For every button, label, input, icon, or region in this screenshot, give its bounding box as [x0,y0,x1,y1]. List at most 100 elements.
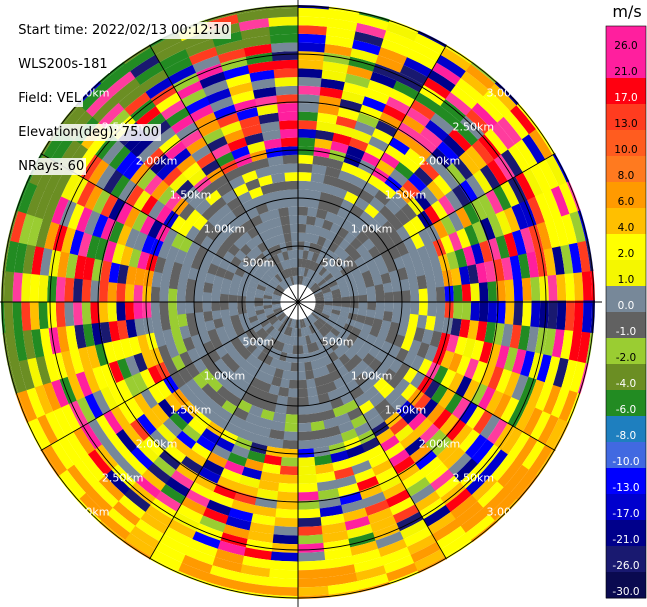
velocity-gate [228,414,246,429]
velocity-gate [333,271,344,281]
velocity-gate [47,275,58,304]
velocity-gate [409,99,436,120]
velocity-gate [117,264,129,285]
velocity-gate [348,137,369,152]
velocity-gate [107,302,118,323]
velocity-gate [116,224,132,247]
velocity-gate [220,224,235,239]
velocity-gate [231,444,251,459]
velocity-gate [410,354,425,372]
velocity-gate [130,482,157,506]
velocity-gate [289,371,299,381]
velocity-gate [177,276,188,291]
colorbar-swatch [606,546,646,573]
velocity-gate [347,260,359,272]
velocity-gate [347,332,359,343]
velocity-gate [88,418,110,446]
colorbar-tick-label: 26.0 [614,40,637,52]
velocity-gate [276,395,289,406]
velocity-gate [408,313,419,328]
colorbar-swatch [606,572,646,599]
velocity-gate [536,220,552,250]
velocity-gate [117,320,129,341]
velocity-gate [163,228,178,247]
velocity-gate [343,507,369,522]
velocity-gate [418,159,440,181]
velocity-gate [410,370,426,389]
velocity-gate [510,202,529,230]
velocity-gate [453,301,463,320]
velocity-gate [188,394,206,412]
colorbar-tick-label: -10.0 [612,456,639,468]
velocity-gate [413,91,441,113]
velocity-gate [419,126,443,148]
velocity-gate [503,463,530,493]
velocity-gate [245,266,256,277]
velocity-gate [577,330,591,364]
velocity-gate [424,344,439,362]
colorbar-tick-label: -4.0 [616,378,637,390]
velocity-gate [335,319,346,329]
velocity-gate [206,136,228,153]
colorbar-swatch [606,468,646,495]
velocity-gate [55,276,66,304]
velocity-gate [477,385,497,411]
velocity-gate [340,327,351,338]
velocity-gate [259,183,275,196]
velocity-gate [209,565,242,582]
velocity-gate [190,144,212,163]
colorbar-tick-label: -8.0 [616,430,637,442]
velocity-gate [151,271,163,289]
velocity-gate [250,275,261,285]
velocity-gate [297,154,314,165]
velocity-gate [509,254,522,280]
velocity-gate [394,208,411,226]
velocity-gate [230,90,255,105]
velocity-gate [228,507,255,523]
velocity-gate [306,207,318,218]
velocity-gate [297,215,308,225]
velocity-gate [61,350,77,379]
velocity-gate [80,154,102,182]
velocity-gate [535,126,556,155]
velocity-gate [313,321,322,331]
velocity-gate [319,227,330,239]
velocity-gate [313,288,322,295]
velocity-gate [401,179,421,198]
velocity-gate [276,262,284,272]
velocity-gate [242,43,272,57]
velocity-gate [217,540,248,557]
colorbar-swatch [606,260,646,287]
velocity-gate [383,554,416,574]
velocity-gate [237,332,249,344]
range-ring-label: 2.00km [419,155,461,168]
velocity-gate [294,328,299,337]
velocity-gate [399,430,421,449]
velocity-gate [150,180,170,201]
velocity-gate [324,344,334,355]
velocity-gate [298,585,331,597]
velocity-gate [274,309,283,316]
range-ring-label: 1.50km [170,189,212,202]
velocity-gate [352,548,383,565]
velocity-gate [147,365,164,385]
velocity-gate [101,139,125,166]
velocity-gate [368,451,390,468]
velocity-gate [257,112,279,125]
velocity-gate [558,181,578,214]
velocity-gate [271,420,286,432]
velocity-gate [345,378,360,393]
colorbar-swatch [606,156,646,183]
velocity-gate [235,9,269,24]
velocity-gate [484,448,509,476]
velocity-gate [309,282,318,291]
velocity-gate [123,539,153,560]
velocity-gate [237,307,247,315]
velocity-gate [207,349,222,364]
velocity-gate [204,272,216,285]
velocity-gate [460,506,491,533]
velocity-gate [432,219,449,239]
velocity-gate [470,101,498,129]
velocity-gate [544,153,567,186]
